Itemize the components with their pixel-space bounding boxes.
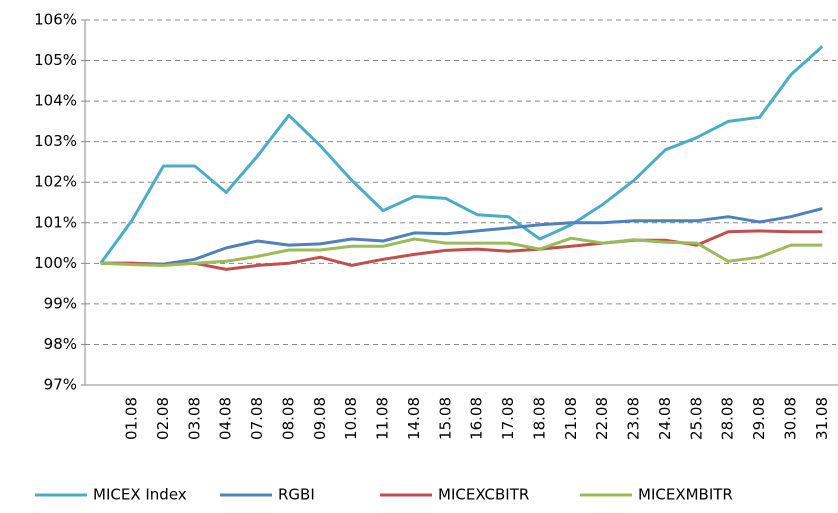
y-tick-label: 97% [44,376,77,394]
x-tick-label: 07.08 [248,397,266,440]
x-tick-label: 10.08 [342,397,360,440]
legend-label: MICEXMBITR [638,486,733,504]
y-tick-label: 103% [34,132,77,150]
x-tick-label: 30.08 [781,397,799,440]
x-tick-label: 17.08 [499,397,517,440]
x-tick-label: 29.08 [750,397,768,440]
y-tick-label: 100% [34,254,77,272]
x-tick-label: 18.08 [530,397,548,440]
y-tick-label: 104% [34,92,77,110]
y-tick-label: 102% [34,173,77,191]
y-tick-label: 106% [34,11,77,29]
x-tick-label: 15.08 [436,397,454,440]
x-tick-label: 03.08 [185,397,203,440]
series-line [99,45,824,265]
y-tick-label: 101% [34,213,77,231]
x-tick-label: 02.08 [154,397,172,440]
x-tick-label: 09.08 [311,397,329,440]
legend-label: MICEX Index [93,486,187,504]
series-line [100,229,823,271]
y-tick-label: 99% [44,294,77,312]
legend-label: RGBI [278,486,315,504]
x-tick-label: 11.08 [374,397,392,440]
series-line [100,236,823,267]
x-tick-label: 08.08 [279,397,297,440]
x-tick-label: 23.08 [625,397,643,440]
x-tick-label: 25.08 [687,397,705,440]
x-tick-label: 31.08 [813,397,831,440]
x-tick-label: 24.08 [656,397,674,440]
x-tick-label: 04.08 [217,397,235,440]
series-line [100,207,823,266]
y-tick-label: 98% [44,335,77,353]
x-tick-label: 28.08 [719,397,737,440]
x-tick-label: 16.08 [468,397,486,440]
x-tick-label: 21.08 [562,397,580,440]
x-tick-label: 14.08 [405,397,423,440]
x-tick-label: 22.08 [593,397,611,440]
legend-label: MICEXCBITR [438,486,529,504]
y-tick-label: 105% [34,51,77,69]
x-tick-label: 01.08 [123,397,141,440]
